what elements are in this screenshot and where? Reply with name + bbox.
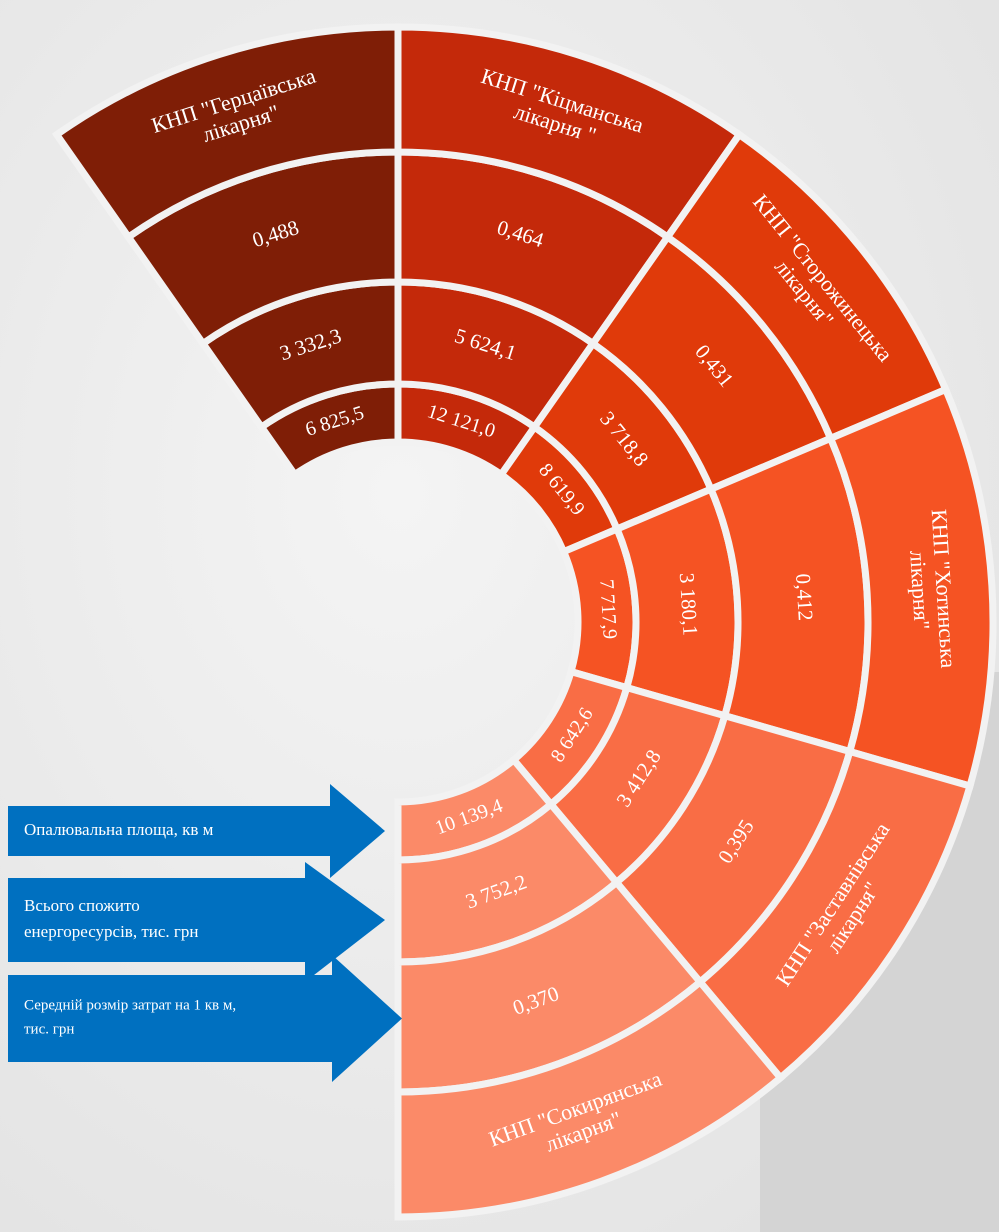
ring-segment	[394, 977, 786, 1221]
legend-line: Середній розмір затрат на 1 кв м,	[24, 998, 236, 1014]
legend-label: Опалювальна площа, кв м	[24, 820, 214, 839]
name-line: лікарня"	[905, 550, 935, 630]
legend-line: тис. грн	[24, 1022, 74, 1038]
legend-line: Всього спожито	[24, 896, 140, 915]
legend-arrow	[8, 862, 385, 982]
legend-line: Опалювальна площа, кв м	[24, 820, 214, 839]
value-label: 7 717,9	[595, 579, 621, 640]
legend: Опалювальна площа, кв м Всього спожито ене…	[8, 784, 402, 1082]
value-label: 3 180,1	[675, 572, 703, 636]
legend-line: енергоресурсів, тис. грн	[24, 922, 198, 941]
legend-arrow	[8, 955, 402, 1082]
legend-label: Всього спожито енергоресурсів, тис. грн	[24, 896, 198, 941]
legend-label: Середній розмір затрат на 1 кв м, тис. гр…	[24, 998, 236, 1038]
legend-arrow	[8, 784, 385, 878]
value-label: 0,412	[791, 573, 818, 622]
